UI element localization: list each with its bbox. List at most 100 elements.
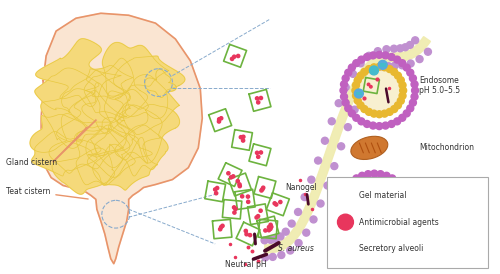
Polygon shape (32, 132, 101, 176)
Circle shape (361, 68, 368, 75)
Circle shape (240, 136, 242, 139)
Circle shape (398, 229, 405, 236)
Circle shape (390, 191, 396, 198)
Circle shape (412, 37, 418, 44)
Circle shape (388, 175, 396, 182)
Circle shape (385, 63, 392, 70)
Circle shape (277, 233, 284, 240)
Circle shape (342, 75, 349, 82)
Circle shape (256, 155, 260, 158)
Circle shape (256, 101, 260, 104)
Circle shape (295, 239, 302, 247)
Circle shape (301, 194, 308, 201)
Circle shape (407, 69, 414, 76)
Text: S. aureus: S. aureus (278, 244, 314, 253)
Circle shape (214, 192, 218, 195)
Circle shape (352, 92, 360, 99)
Polygon shape (145, 69, 176, 98)
Circle shape (344, 124, 352, 131)
Circle shape (362, 203, 364, 206)
Circle shape (303, 229, 310, 236)
Circle shape (404, 218, 411, 225)
Polygon shape (76, 129, 130, 185)
Circle shape (347, 206, 354, 213)
Circle shape (246, 195, 250, 198)
Circle shape (314, 157, 322, 164)
Circle shape (377, 215, 379, 217)
Circle shape (260, 151, 262, 154)
Polygon shape (35, 68, 99, 113)
Polygon shape (84, 58, 148, 118)
Circle shape (386, 109, 393, 115)
Polygon shape (115, 125, 168, 176)
Circle shape (364, 204, 366, 207)
Text: Gel material: Gel material (360, 191, 407, 200)
Circle shape (324, 182, 331, 189)
Circle shape (386, 187, 392, 194)
Polygon shape (102, 42, 168, 96)
Circle shape (340, 81, 347, 88)
Circle shape (342, 99, 349, 106)
Circle shape (370, 66, 378, 75)
Circle shape (267, 236, 274, 243)
Circle shape (411, 81, 418, 88)
Polygon shape (41, 89, 112, 148)
FancyBboxPatch shape (380, 63, 386, 67)
Circle shape (242, 135, 245, 138)
Circle shape (360, 184, 368, 191)
Circle shape (358, 91, 364, 98)
Circle shape (410, 99, 416, 106)
Polygon shape (86, 125, 152, 177)
Circle shape (398, 97, 404, 104)
Circle shape (376, 183, 383, 190)
Circle shape (274, 203, 278, 206)
Circle shape (370, 85, 372, 88)
Circle shape (356, 187, 363, 194)
Circle shape (345, 69, 352, 76)
Circle shape (400, 87, 406, 94)
Circle shape (233, 211, 236, 214)
Circle shape (255, 216, 258, 219)
Circle shape (399, 82, 406, 89)
Circle shape (218, 118, 221, 121)
Circle shape (259, 209, 262, 212)
Circle shape (322, 137, 328, 144)
Circle shape (278, 200, 282, 204)
Circle shape (261, 188, 264, 191)
Circle shape (394, 206, 402, 213)
Text: Secretory alveoli: Secretory alveoli (360, 244, 424, 253)
Circle shape (337, 218, 344, 225)
Circle shape (260, 189, 263, 192)
Circle shape (287, 247, 294, 254)
Circle shape (354, 97, 362, 104)
Circle shape (244, 229, 248, 233)
Circle shape (352, 191, 359, 198)
Circle shape (340, 188, 347, 195)
Circle shape (364, 171, 372, 178)
Circle shape (220, 226, 223, 229)
Circle shape (376, 229, 383, 236)
Circle shape (376, 63, 383, 70)
Circle shape (352, 82, 360, 89)
Circle shape (371, 182, 378, 189)
Circle shape (270, 225, 273, 229)
Polygon shape (30, 114, 86, 152)
Circle shape (368, 83, 370, 86)
FancyBboxPatch shape (356, 92, 362, 95)
Circle shape (370, 52, 376, 59)
Circle shape (403, 110, 410, 117)
Circle shape (374, 48, 382, 55)
Circle shape (269, 223, 272, 226)
Circle shape (348, 201, 354, 207)
Text: Teat cistern: Teat cistern (6, 187, 51, 196)
Circle shape (390, 45, 398, 52)
Circle shape (370, 71, 377, 78)
Circle shape (399, 92, 406, 99)
Circle shape (398, 77, 404, 84)
Circle shape (236, 55, 240, 58)
Circle shape (360, 71, 399, 110)
Text: Gland cistern: Gland cistern (6, 158, 58, 167)
Circle shape (358, 56, 365, 63)
Circle shape (348, 211, 354, 218)
Circle shape (394, 233, 401, 240)
